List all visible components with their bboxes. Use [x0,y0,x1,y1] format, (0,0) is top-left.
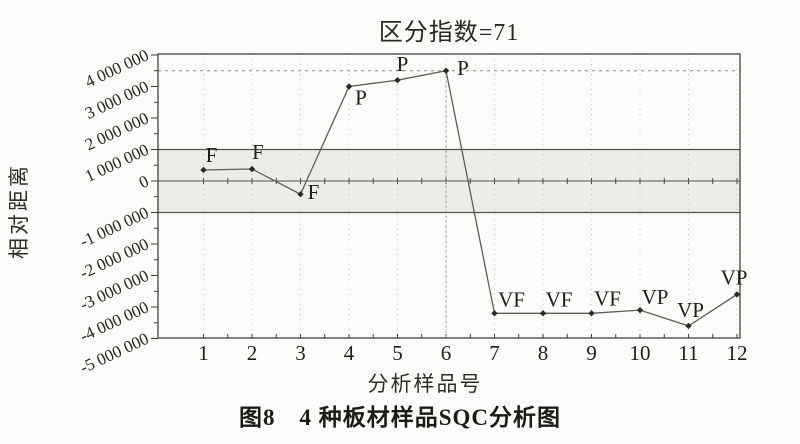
data-point-marker [733,291,741,298]
point-grade-label-7: VF [498,287,525,311]
data-point-marker [200,166,207,174]
point-grade-label-10: VP [642,285,669,309]
x-tick-label: 7 [489,341,500,365]
series-line [203,69,738,327]
x-tick-label: 5 [392,341,403,365]
point-grade-label-8: VF [546,287,573,311]
data-point-marker [248,165,256,173]
x-tick-label: 4 [344,341,355,365]
data-point-marker [491,310,498,317]
x-tick-label: 9 [586,341,597,365]
chart-title: 区分指数=71 [378,20,520,46]
x-tick-label: 11 [678,341,698,365]
data-point-marker [345,83,353,90]
point-grade-label-4: P [355,86,367,110]
data-point-marker [394,77,401,84]
point-grade-label-12: VP [721,265,748,289]
data-point-marker [442,67,450,74]
point-grade-label-1: F [206,143,218,167]
figure-caption: 图8 4 种板材样品SQC分析图 [238,405,562,430]
x-tick-label: 8 [538,341,549,365]
x-tick-label: 1 [198,341,209,365]
point-grade-label-3: F [308,180,320,204]
point-grade-label-5: P [397,52,409,76]
data-point-marker [685,322,692,330]
data-point-marker [636,306,644,314]
x-tick-label: 12 [727,341,748,365]
x-tick-label: 10 [630,341,651,365]
x-tick-label: 2 [247,341,258,365]
data-point-marker [297,191,304,198]
point-grade-label-2: F [252,140,264,164]
point-grade-label-9: VF [594,286,621,310]
x-tick-label: 6 [441,341,452,365]
point-grade-label-11: VP [677,298,704,322]
plot-frame [157,53,741,339]
data-point-marker [588,310,595,317]
point-grade-label-6: P [457,56,469,80]
x-tick-label: 3 [295,341,306,365]
data-point-marker [539,310,547,317]
y-tick-label: 0 [136,171,152,192]
x-axis-title: 分析样品号 [367,372,483,396]
